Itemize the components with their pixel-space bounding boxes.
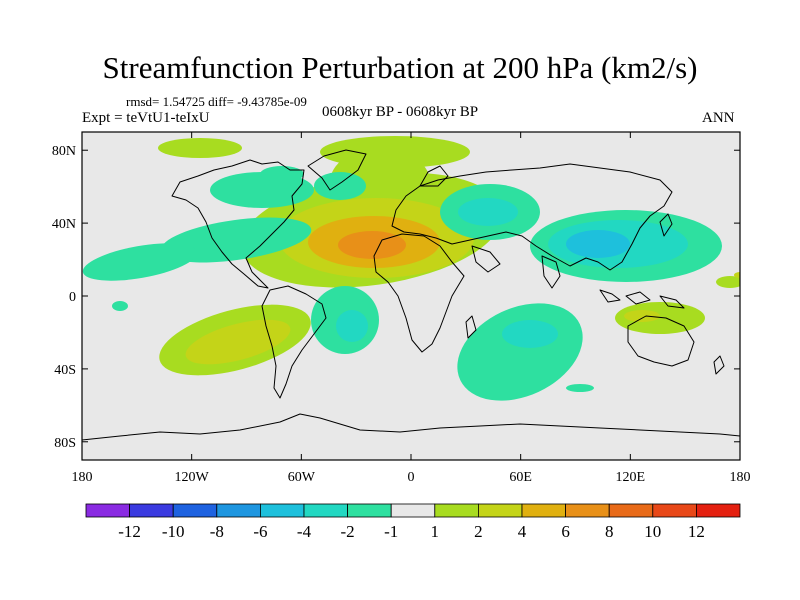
contour-arctic-low <box>260 166 304 182</box>
colorbar-label: -12 <box>118 522 141 541</box>
colorbar-label: 8 <box>605 522 614 541</box>
contour-north-pacific-low <box>160 217 312 263</box>
y-tick-label: 40N <box>52 217 76 232</box>
y-tick-label: 80N <box>52 144 76 159</box>
x-tick-label: 120E <box>616 470 646 485</box>
colorbar-swatch <box>696 503 741 518</box>
contour-field <box>82 136 740 441</box>
contour-pacific-high <box>716 276 740 288</box>
y-tick-label: 80S <box>54 436 76 451</box>
coast-new-zealand <box>713 355 725 375</box>
y-axis: 80N 40N 0 40S 80S <box>52 144 740 451</box>
contour-indian-ocean-low <box>502 320 558 348</box>
colorbar-label: 10 <box>644 522 661 541</box>
colorbar-label: -8 <box>210 522 224 541</box>
colorbar-label: 2 <box>474 522 483 541</box>
coast-south-america <box>261 285 327 399</box>
coast-scandinavia <box>419 165 449 187</box>
x-tick-label: 60E <box>509 470 532 485</box>
coast-madagascar <box>465 315 477 339</box>
colorbar-swatch <box>129 503 174 518</box>
contour-australia-high <box>615 302 705 334</box>
coast-greenland <box>307 149 367 191</box>
colorbar-swatch <box>347 503 392 518</box>
contour-southern-ocean-low <box>566 384 594 392</box>
colorbar-swatch <box>259 503 305 518</box>
colorbar-label: -6 <box>253 522 267 541</box>
colorbar-label: 12 <box>688 522 705 541</box>
colorbar-label: -2 <box>341 522 355 541</box>
contour-arctic-high <box>320 136 470 168</box>
contour-pacific-high <box>734 272 740 278</box>
x-axis: 180 120W 60W 0 60E 120E 180 <box>72 132 751 485</box>
x-tick-label: 60W <box>288 470 316 485</box>
colorbar-swatch <box>608 503 654 518</box>
contour-arctic-high <box>158 138 242 158</box>
colorbar-label: -1 <box>384 522 398 541</box>
colorbar-label: -4 <box>297 522 312 541</box>
colorbar-labels: -12 -10 -8 -6 -4 -2 -1 1 2 4 6 8 10 12 <box>118 522 705 541</box>
x-tick-label: 180 <box>730 470 751 485</box>
colorbar-label: 4 <box>518 522 527 541</box>
colorbar-swatch <box>85 503 130 518</box>
colorbar-swatch <box>172 503 218 518</box>
colorbar-swatch <box>216 503 261 518</box>
season-label: ANN <box>702 110 735 126</box>
coast-antarctica <box>82 413 740 441</box>
x-tick-label: 0 <box>408 470 415 485</box>
contour-north-atlantic-low <box>314 172 366 200</box>
contour-europe-low <box>458 198 518 226</box>
y-tick-label: 40S <box>54 363 76 378</box>
contour-atlantic-high <box>338 231 406 259</box>
contour-south-america-low <box>336 310 368 342</box>
colorbar-swatch <box>303 503 348 518</box>
colorbar-swatch <box>434 503 479 518</box>
coast-maritime-continent <box>599 289 685 309</box>
coast-eurasia <box>391 163 673 271</box>
colorbar <box>85 503 741 518</box>
colorbar-swatch <box>565 503 610 518</box>
y-tick-label: 0 <box>69 290 76 305</box>
coast-australia <box>627 315 695 367</box>
colorbar-swatch <box>652 503 697 518</box>
coastlines <box>82 149 740 441</box>
experiment-label: Expt = teVtU1-teIxU <box>82 110 210 126</box>
contour-pacific-low <box>112 301 128 311</box>
plot-title: Streamfunction Perturbation at 200 hPa (… <box>102 50 698 85</box>
stats-label: rmsd= 1.54725 diff= -9.43785e-09 <box>126 94 307 109</box>
coast-africa <box>373 233 465 353</box>
contour-south-pacific-high <box>185 319 291 365</box>
coast-india <box>541 255 561 289</box>
coast-arabia <box>471 245 501 273</box>
contour-australia-high <box>624 310 660 322</box>
coast-north-america <box>171 159 305 289</box>
x-tick-label: 120W <box>175 470 210 485</box>
colorbar-label: 6 <box>561 522 570 541</box>
period-label: 0608kyr BP - 0608kyr BP <box>322 104 479 120</box>
coast-japan <box>659 213 673 237</box>
colorbar-swatch <box>390 503 436 518</box>
contour-asia-low <box>566 230 630 258</box>
colorbar-label: 1 <box>431 522 440 541</box>
colorbar-label: -10 <box>162 522 185 541</box>
contour-north-pacific-low <box>82 243 198 281</box>
colorbar-swatch <box>521 503 566 518</box>
colorbar-swatch <box>477 503 523 518</box>
x-tick-label: 180 <box>72 470 93 485</box>
